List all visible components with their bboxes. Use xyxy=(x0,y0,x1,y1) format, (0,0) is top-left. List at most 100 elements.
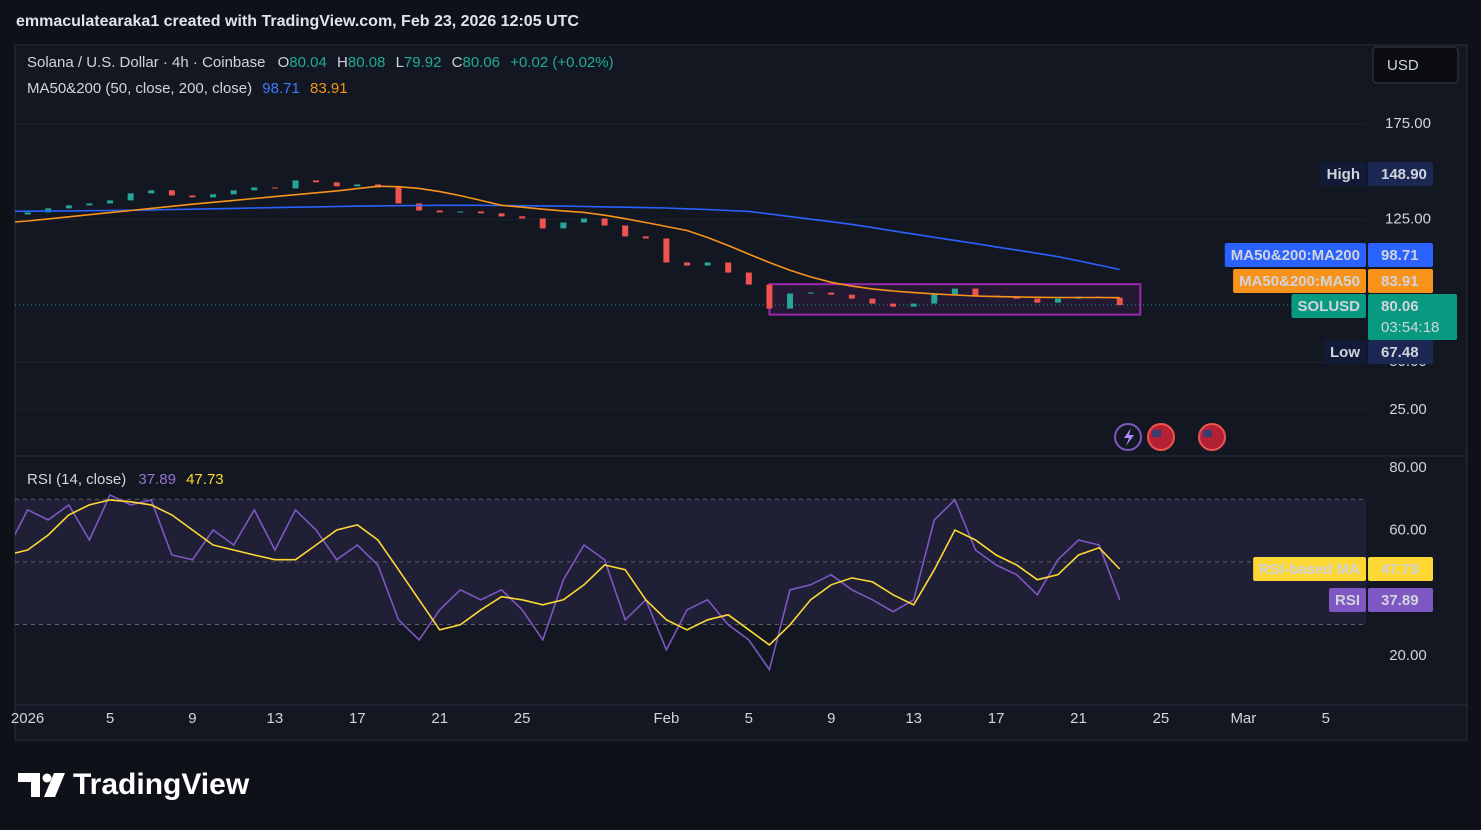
candle xyxy=(437,210,443,212)
candle xyxy=(86,203,92,205)
candle xyxy=(210,194,216,197)
x-tick-label: Mar xyxy=(1230,710,1256,727)
candle xyxy=(1055,299,1061,303)
candle xyxy=(705,262,711,265)
y-tick-label: 25.00 xyxy=(1389,401,1427,418)
y-tick-label: 125.00 xyxy=(1385,210,1431,227)
candle xyxy=(66,205,72,208)
candle xyxy=(272,187,278,188)
candle xyxy=(725,262,731,272)
tag-value: 148.90 xyxy=(1381,166,1427,183)
ohlc-label: O xyxy=(278,54,290,71)
ohlc-label: L xyxy=(396,54,404,71)
candle xyxy=(396,187,402,203)
tag-label: Low xyxy=(1330,344,1360,361)
tag-label: MA50&200:MA50 xyxy=(1239,273,1360,290)
x-tick-label: 9 xyxy=(188,710,196,727)
x-tick-label: 5 xyxy=(1322,710,1330,727)
x-tick-label: Feb xyxy=(653,710,679,727)
candle xyxy=(684,262,690,265)
tag-label: SOLUSD xyxy=(1297,298,1360,315)
candle xyxy=(231,190,237,194)
ma200-value: 98.71 xyxy=(262,80,300,97)
flag-canton xyxy=(1203,430,1212,437)
candle xyxy=(540,218,546,228)
tag-value: 67.48 xyxy=(1381,344,1419,361)
candle xyxy=(766,285,772,309)
candle xyxy=(25,212,31,214)
ohlc-value: 80.04 xyxy=(289,54,327,71)
x-tick-label: 17 xyxy=(988,710,1005,727)
candle xyxy=(499,213,505,216)
x-tick-label: 5 xyxy=(106,710,114,727)
rsi-value: 37.89 xyxy=(138,471,176,488)
candle xyxy=(828,293,834,295)
candle xyxy=(931,295,937,304)
header: emmaculatearaka1 created with TradingVie… xyxy=(16,13,579,30)
logo-text: TradingView xyxy=(73,768,250,801)
candle xyxy=(457,211,463,212)
candle xyxy=(334,182,340,186)
tag-countdown: 03:54:18 xyxy=(1381,319,1439,336)
legend-ma: MA50&200 (50, close, 200, close) 98.71 8… xyxy=(27,80,348,97)
x-tick-label: 5 xyxy=(745,710,753,727)
rsi-title: RSI (14, close) xyxy=(27,471,126,488)
candle xyxy=(416,203,422,210)
candle xyxy=(478,211,484,213)
tag-value: 47.73 xyxy=(1381,561,1419,578)
tag-value: 98.71 xyxy=(1381,247,1419,264)
ohlc-value: 80.08 xyxy=(348,54,386,71)
event-icons xyxy=(1115,424,1225,450)
legend-rsi: RSI (14, close) 37.89 47.73 xyxy=(27,471,224,488)
candle xyxy=(911,304,917,307)
candle xyxy=(581,218,587,222)
indicator-name: MA50&200 (50, close, 200, close) xyxy=(27,80,252,97)
candle xyxy=(972,289,978,296)
x-tick-label: 2026 xyxy=(11,710,44,727)
x-tick-label: 17 xyxy=(349,710,366,727)
candle xyxy=(313,180,319,182)
x-tick-label: 9 xyxy=(827,710,835,727)
currency-label[interactable]: USD xyxy=(1387,57,1419,74)
candle xyxy=(189,195,195,197)
candle xyxy=(128,193,134,200)
candle xyxy=(663,238,669,262)
x-tick-label: 25 xyxy=(514,710,531,727)
candle xyxy=(746,273,752,285)
candle xyxy=(952,289,958,295)
rsi-ma-value: 47.73 xyxy=(186,471,224,488)
candle xyxy=(808,293,814,294)
y-tick-label: 60.00 xyxy=(1389,522,1427,539)
tag-value: 83.91 xyxy=(1381,273,1419,290)
x-tick-label: 21 xyxy=(1070,710,1087,727)
ohlc-label: H xyxy=(337,54,348,71)
flag-canton xyxy=(1152,430,1161,437)
ma50-value: 83.91 xyxy=(310,80,348,97)
candle xyxy=(251,187,257,190)
candle xyxy=(292,180,298,188)
tag-label: RSI-based MA xyxy=(1259,561,1360,578)
y-tick-label: 20.00 xyxy=(1389,647,1427,664)
candle xyxy=(869,299,875,304)
legend-main: Solana / U.S. Dollar · 4h · Coinbase O80… xyxy=(27,54,614,71)
x-tick-label: 25 xyxy=(1153,710,1170,727)
candle xyxy=(519,216,525,218)
tag-value: 80.06 xyxy=(1381,298,1419,315)
tag-label: RSI xyxy=(1335,592,1360,609)
y-tick-label: 80.00 xyxy=(1389,459,1427,476)
x-tick-label: 13 xyxy=(267,710,284,727)
candle xyxy=(107,200,113,203)
tag-value: 37.89 xyxy=(1381,592,1419,609)
candle xyxy=(602,218,608,225)
change: +0.02 (+0.02%) xyxy=(510,54,613,71)
x-tick-label: 21 xyxy=(431,710,448,727)
candle xyxy=(643,236,649,238)
candle xyxy=(148,190,154,193)
candle xyxy=(560,222,566,228)
candle xyxy=(787,294,793,309)
candle xyxy=(622,226,628,237)
ohlc-value: 80.06 xyxy=(462,54,500,71)
tag-label: High xyxy=(1327,166,1360,183)
candle xyxy=(1117,298,1123,305)
